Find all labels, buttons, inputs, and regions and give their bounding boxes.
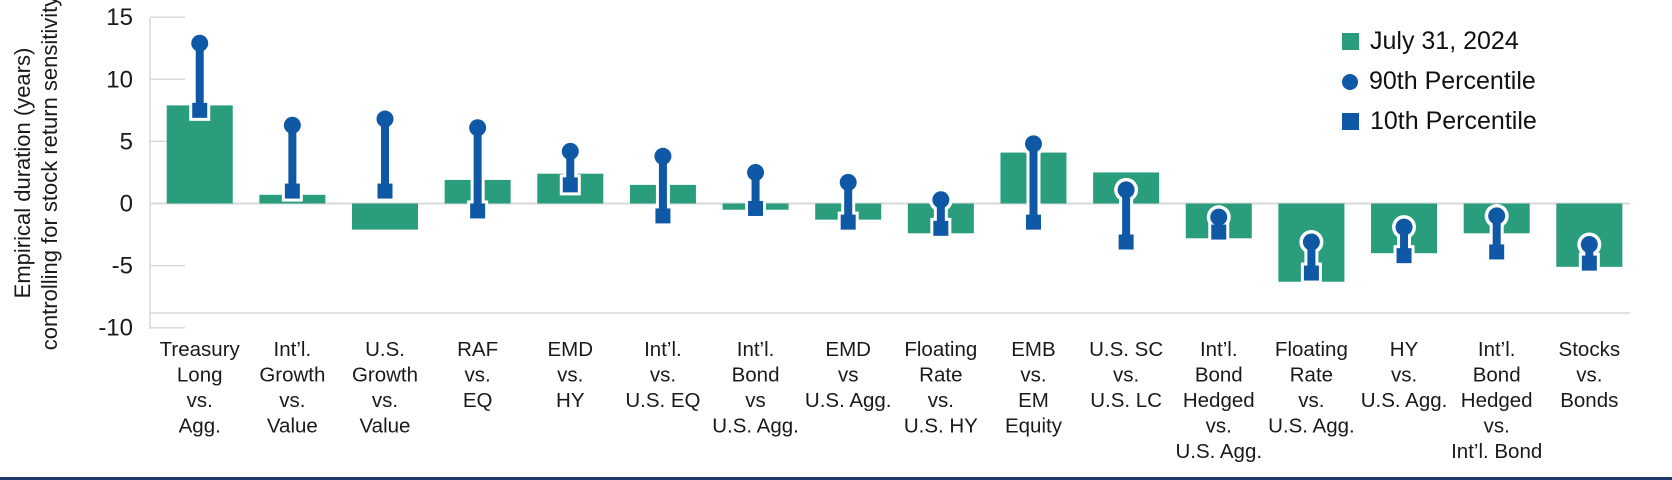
p10-marker-7 xyxy=(840,214,856,230)
percentile-stem-7 xyxy=(844,182,853,223)
percentile-stem-10 xyxy=(1122,189,1131,243)
p90-marker-1 xyxy=(283,116,301,134)
percentile-stem-8 xyxy=(936,199,945,229)
p90-marker-9 xyxy=(1024,135,1042,153)
p10-marker-6 xyxy=(748,200,764,216)
percentile-stem-15 xyxy=(1585,244,1594,264)
percentile-stem-0 xyxy=(195,43,204,111)
legend-label: 10th Percentile xyxy=(1370,107,1537,135)
p90-marker-0 xyxy=(191,34,209,52)
bottom-rule xyxy=(0,477,1672,480)
category-label-5: Int’l. vs. U.S. EQ xyxy=(625,338,700,412)
category-label-12: Floating Rate vs. U.S. Agg. xyxy=(1268,338,1355,438)
p10-marker-13 xyxy=(1396,248,1412,264)
legend-label: July 31, 2024 xyxy=(1370,27,1519,55)
percentile-stem-9 xyxy=(1029,143,1038,223)
p90-marker-14 xyxy=(1488,207,1506,225)
p10-marker-5 xyxy=(655,208,671,224)
category-label-3: RAF vs. EQ xyxy=(457,338,498,412)
percentile-stem-6 xyxy=(751,172,760,209)
p90-marker-7 xyxy=(839,173,857,191)
y-tick-label--5: -5 xyxy=(112,253,133,280)
category-label-9: EMB vs. EM Equity xyxy=(1005,338,1063,438)
p10-marker-14 xyxy=(1489,244,1505,260)
p90-marker-13 xyxy=(1395,218,1413,236)
p90-marker-4 xyxy=(561,142,579,160)
legend-square-icon xyxy=(1342,33,1359,50)
category-label-14: Int’l. Bond Hedged vs. Int’l. Bond xyxy=(1451,338,1542,463)
category-label-2: U.S. Growth vs. Value xyxy=(352,338,418,438)
percentile-stem-3 xyxy=(473,127,482,211)
category-label-8: Floating Rate vs. U.S. HY xyxy=(904,338,978,438)
p10-marker-1 xyxy=(284,183,300,199)
p90-marker-6 xyxy=(747,163,765,181)
category-label-11: Int’l. Bond Hedged vs. U.S. Agg. xyxy=(1175,338,1262,463)
category-label-1: Int’l. Growth vs. Value xyxy=(259,338,325,438)
p90-marker-15 xyxy=(1580,235,1598,253)
p90-marker-10 xyxy=(1117,181,1135,199)
p10-marker-12 xyxy=(1303,265,1319,281)
p10-marker-2 xyxy=(377,183,393,199)
bar-0 xyxy=(166,105,233,204)
legend-item-1: 90th Percentile xyxy=(1342,67,1537,96)
legend: July 31, 2024 90th Percentile 10th Percent… xyxy=(1342,27,1537,136)
y-tick-label-5: 5 xyxy=(120,128,133,155)
p90-marker-2 xyxy=(376,110,394,128)
category-label-15: Stocks vs. Bonds xyxy=(1559,338,1621,412)
category-label-7: EMD vs U.S. Agg. xyxy=(805,338,892,412)
p10-marker-10 xyxy=(1118,234,1134,250)
legend-circle-icon xyxy=(1342,73,1358,90)
category-label-4: EMD vs. HY xyxy=(547,338,593,412)
percentile-stem-13 xyxy=(1400,227,1409,256)
p10-marker-9 xyxy=(1025,214,1041,230)
legend-label: 90th Percentile xyxy=(1369,67,1536,95)
legend-item-0: July 31, 2024 xyxy=(1342,27,1537,56)
p10-marker-0 xyxy=(192,102,208,118)
y-tick-label-10: 10 xyxy=(106,66,133,93)
p90-marker-8 xyxy=(932,191,950,209)
category-label-10: U.S. SC vs. U.S. LC xyxy=(1089,338,1163,412)
legend-square-icon xyxy=(1342,113,1359,130)
p10-marker-3 xyxy=(470,203,486,219)
category-label-6: Int’l. Bond vs U.S. Agg. xyxy=(712,338,799,438)
y-tick-label-15: 15 xyxy=(106,4,133,31)
y-tick-label-0: 0 xyxy=(120,191,133,218)
category-label-0: Treasury Long vs. Agg. xyxy=(160,338,241,438)
percentile-stem-12 xyxy=(1307,242,1316,274)
percentile-stem-1 xyxy=(288,125,297,192)
category-label-13: HY vs. U.S. Agg. xyxy=(1361,338,1448,412)
percentile-stem-14 xyxy=(1492,215,1501,252)
p10-marker-4 xyxy=(562,177,578,193)
p10-marker-8 xyxy=(933,220,949,236)
bar-2 xyxy=(352,203,418,230)
p90-marker-12 xyxy=(1302,233,1320,251)
percentile-stem-2 xyxy=(381,119,389,192)
p10-marker-15 xyxy=(1581,255,1597,271)
legend-item-2: 10th Percentile xyxy=(1342,107,1537,136)
percentile-stem-5 xyxy=(658,156,667,216)
p10-marker-11 xyxy=(1211,224,1227,240)
p90-marker-3 xyxy=(469,119,487,137)
p90-marker-11 xyxy=(1210,208,1228,226)
p90-marker-5 xyxy=(654,147,672,165)
y-tick-label--10: -10 xyxy=(98,315,133,342)
percentile-stem-4 xyxy=(566,151,575,185)
